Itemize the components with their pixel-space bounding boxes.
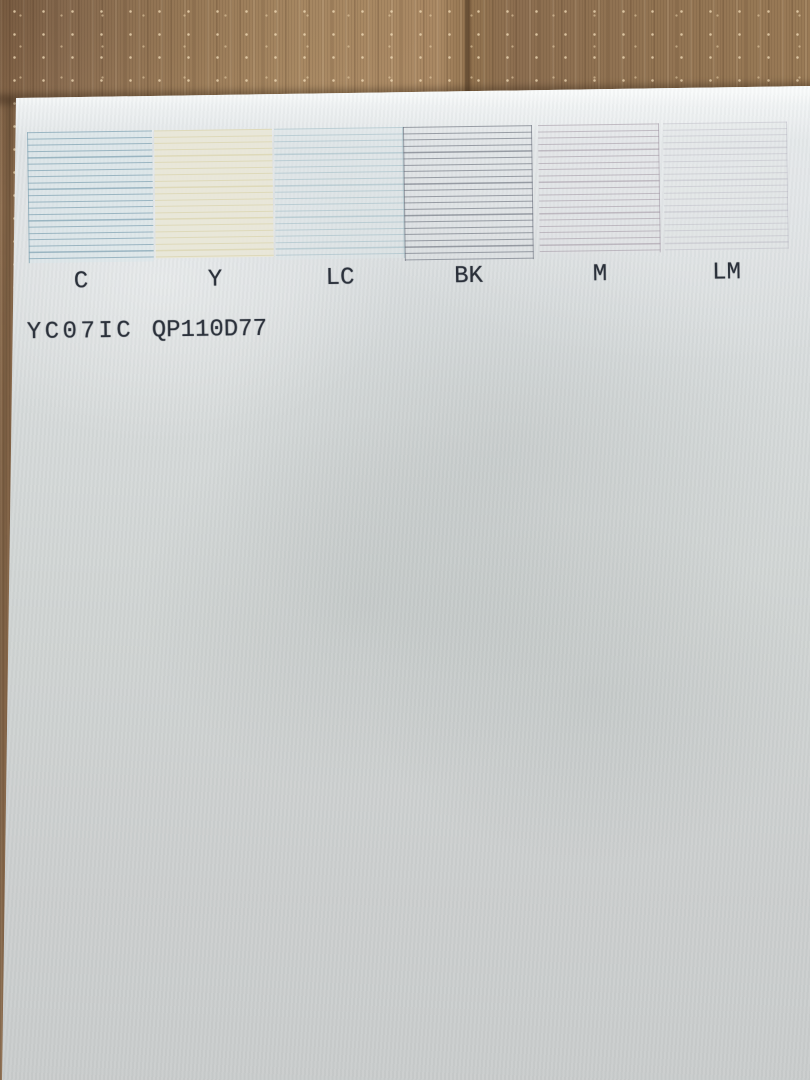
swatch-label-cyan: C xyxy=(73,268,89,296)
swatch-label-black: BK xyxy=(453,262,484,291)
swatch-light-magenta xyxy=(662,121,789,251)
swatch-label-yellow: Y xyxy=(207,266,223,294)
swatch-light-cyan xyxy=(273,126,405,260)
printer-code-left: YC07IC xyxy=(26,317,135,347)
swatch-label-magenta: M xyxy=(592,261,608,289)
swatch-label-light-cyan: LC xyxy=(325,264,355,293)
swatch-magenta xyxy=(537,123,661,255)
swatch-label-light-magenta: LM xyxy=(711,259,742,287)
swatch-black xyxy=(402,125,534,261)
swatch-cyan xyxy=(27,130,154,264)
printer-code-right: QP110D77 xyxy=(151,315,268,345)
swatch-yellow xyxy=(154,128,274,259)
